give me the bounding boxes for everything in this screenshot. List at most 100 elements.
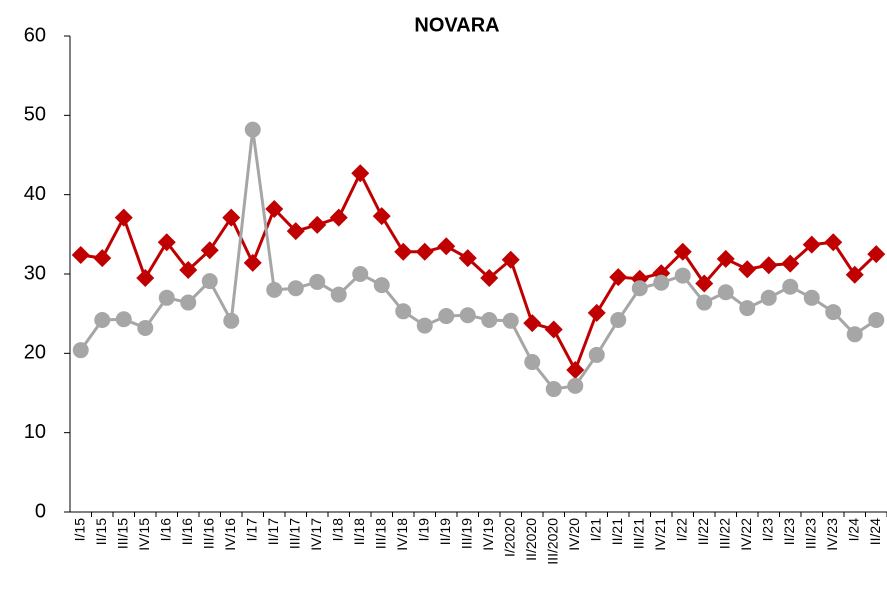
marker	[803, 289, 820, 306]
y-tick-label: 30	[24, 262, 46, 284]
x-tick-label: II/18	[351, 518, 367, 545]
marker	[781, 254, 800, 273]
x-tick-label: IV/18	[394, 518, 410, 551]
marker	[867, 245, 886, 264]
x-tick-label: II/24	[867, 518, 883, 545]
marker	[158, 289, 175, 306]
y-tick-label: 60	[24, 24, 46, 46]
marker	[846, 326, 863, 343]
marker	[137, 319, 154, 336]
x-tick-label: III/19	[458, 518, 474, 549]
marker	[502, 312, 519, 329]
x-tick-label: I/23	[759, 518, 775, 542]
marker	[480, 268, 499, 287]
marker	[802, 235, 821, 254]
marker	[243, 253, 262, 272]
marker	[825, 304, 842, 321]
marker	[845, 265, 864, 284]
x-tick-label: IV/21	[652, 518, 668, 551]
marker	[587, 303, 606, 322]
marker	[501, 250, 520, 269]
x-tick-label: IV/20	[566, 518, 582, 551]
marker	[459, 307, 476, 324]
x-tick-label: I/21	[587, 518, 603, 542]
y-tick-label: 0	[35, 500, 46, 522]
marker	[395, 303, 412, 320]
y-tick-label: 40	[24, 183, 46, 205]
x-tick-label: III/17	[286, 518, 302, 549]
marker	[415, 242, 434, 261]
marker	[352, 266, 369, 282]
x-tick-label: III/23	[802, 518, 818, 549]
marker	[244, 121, 261, 138]
marker	[394, 242, 413, 261]
marker	[287, 280, 304, 297]
marker	[716, 249, 735, 268]
x-tick-label: IV/19	[480, 518, 496, 551]
y-tick-label: 10	[24, 421, 46, 443]
marker	[373, 277, 390, 294]
x-tick-label: I/15	[71, 518, 87, 542]
marker	[223, 312, 240, 329]
x-tick-label: II/15	[93, 518, 109, 545]
marker	[309, 273, 326, 290]
marker	[372, 207, 391, 226]
x-tick-label: I/24	[845, 518, 861, 542]
x-tick-label: I/16	[157, 518, 173, 542]
marker	[544, 320, 563, 339]
marker	[782, 278, 799, 295]
marker	[695, 274, 714, 293]
x-tick-label: II/22	[695, 518, 711, 545]
marker	[824, 233, 843, 252]
marker	[115, 311, 132, 328]
x-tick-label: III/2020	[544, 518, 560, 565]
marker	[631, 280, 648, 297]
marker	[416, 317, 433, 334]
marker	[653, 274, 670, 291]
marker	[94, 312, 111, 329]
marker	[308, 215, 327, 234]
x-tick-label: III/15	[114, 518, 130, 549]
x-tick-label: II/16	[179, 518, 195, 545]
marker	[330, 286, 347, 303]
marker	[157, 233, 176, 252]
marker	[93, 249, 112, 268]
marker	[265, 199, 284, 218]
marker	[759, 256, 778, 275]
x-tick-label: III/18	[372, 518, 388, 549]
marker	[545, 381, 562, 398]
x-tick-label: IV/17	[308, 518, 324, 551]
marker	[438, 308, 455, 325]
marker	[136, 268, 155, 287]
marker	[696, 294, 713, 311]
x-tick-label: I/2020	[501, 518, 517, 557]
marker	[351, 164, 370, 183]
marker	[200, 241, 219, 260]
marker	[458, 249, 477, 268]
chart-title: NOVARA	[414, 14, 499, 36]
x-tick-label: IV/23	[824, 518, 840, 551]
marker	[717, 284, 734, 301]
marker	[588, 346, 605, 363]
marker	[201, 273, 218, 290]
marker	[674, 267, 691, 284]
marker	[524, 354, 541, 371]
x-tick-label: IV/15	[136, 518, 152, 551]
x-tick-label: I/17	[243, 518, 259, 542]
marker	[222, 208, 241, 227]
marker	[180, 294, 197, 311]
marker	[738, 260, 757, 279]
x-tick-label: II/21	[609, 518, 625, 545]
marker	[868, 312, 885, 329]
marker	[286, 222, 305, 241]
marker	[329, 208, 348, 227]
y-tick-label: 50	[24, 104, 46, 126]
marker	[566, 360, 585, 379]
x-tick-label: II/17	[265, 518, 281, 545]
marker	[609, 268, 628, 287]
marker	[673, 242, 692, 261]
x-tick-label: III/16	[200, 518, 216, 549]
x-tick-label: I/22	[673, 518, 689, 542]
x-tick-label: IV/22	[738, 518, 754, 551]
